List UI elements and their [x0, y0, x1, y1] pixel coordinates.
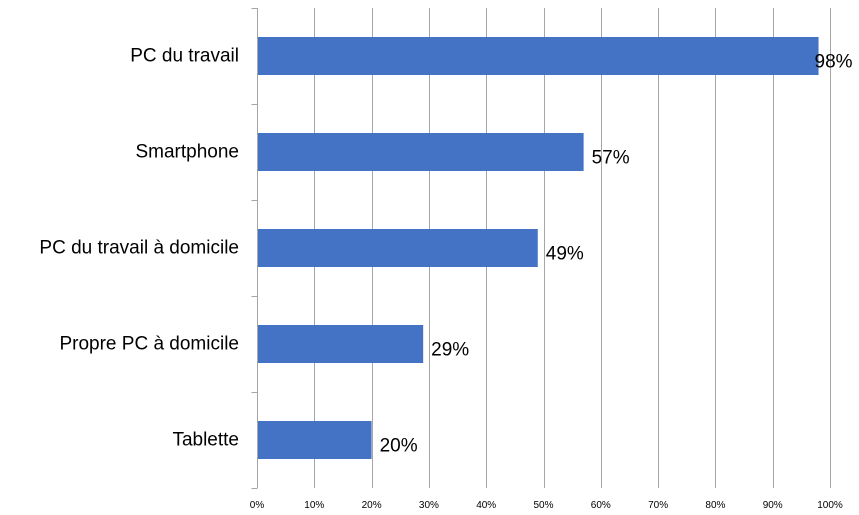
bars: [257, 37, 819, 459]
category-label: Tablette: [172, 430, 239, 451]
x-tick-label: 20%: [362, 500, 382, 511]
data-label: 98%: [815, 52, 853, 73]
x-tick-label: 10%: [304, 500, 324, 511]
bar: [257, 229, 538, 267]
axes: [251, 8, 258, 489]
category-labels: PC du travail Smartphone PC du travail à d…: [39, 46, 239, 451]
bar: [257, 37, 819, 75]
x-tick-label: 40%: [476, 500, 496, 511]
x-tick-label: 0%: [250, 500, 265, 511]
x-tick-label: 100%: [817, 500, 843, 511]
x-tick-label: 80%: [705, 500, 725, 511]
data-label: 57%: [592, 148, 630, 169]
x-tick-label: 90%: [763, 500, 783, 511]
data-labels: 98% 57% 49% 29% 20%: [380, 52, 853, 457]
category-label: PC du travail à domicile: [39, 238, 239, 259]
x-tick-label: 50%: [533, 500, 553, 511]
gridlines: [314, 8, 831, 488]
bar: [257, 133, 584, 171]
bar: [257, 325, 424, 363]
x-tick-label: 30%: [419, 500, 439, 511]
data-label: 49%: [546, 244, 584, 265]
category-label: Propre PC à domicile: [59, 334, 239, 355]
category-label: Smartphone: [135, 142, 239, 163]
x-tick-label: 70%: [648, 500, 668, 511]
x-tick-label: 60%: [591, 500, 611, 511]
bar: [257, 421, 372, 459]
data-label: 20%: [380, 436, 418, 457]
category-label: PC du travail: [130, 46, 239, 67]
data-label: 29%: [431, 340, 469, 361]
x-tick-labels: 0% 10% 20% 30% 40% 50% 60% 70% 80% 90% 100%: [250, 500, 843, 511]
